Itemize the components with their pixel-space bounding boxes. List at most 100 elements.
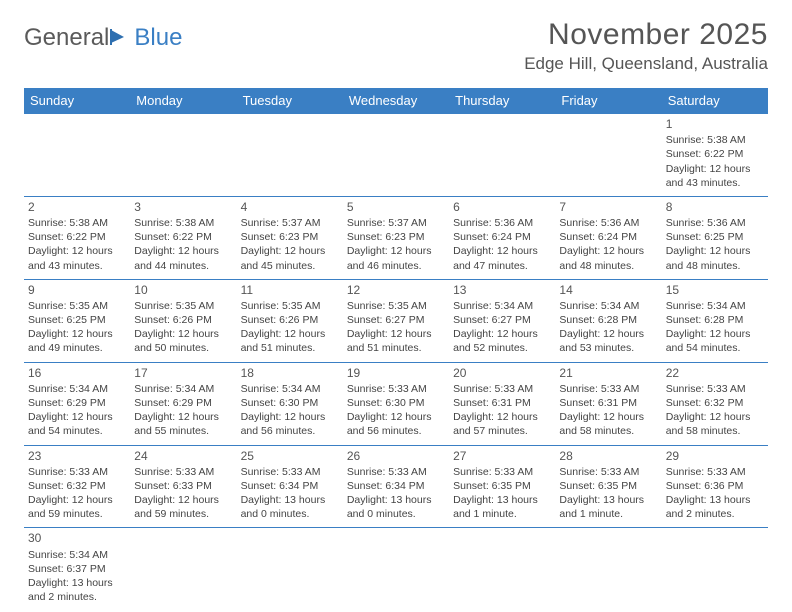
day-number: 1 <box>666 116 764 132</box>
location: Edge Hill, Queensland, Australia <box>524 54 768 74</box>
day-number: 28 <box>559 448 657 464</box>
day-header: Tuesday <box>237 88 343 114</box>
daylight-line: Daylight: 13 hours and 2 minutes. <box>28 576 126 604</box>
day-number: 27 <box>453 448 551 464</box>
daylight-line: Daylight: 12 hours and 56 minutes. <box>347 410 445 438</box>
calendar-day-empty <box>130 114 236 197</box>
daylight-line: Daylight: 13 hours and 1 minute. <box>559 493 657 521</box>
daylight-line: Daylight: 12 hours and 56 minutes. <box>241 410 339 438</box>
calendar-day: 20Sunrise: 5:33 AMSunset: 6:31 PMDayligh… <box>449 362 555 445</box>
sunset-line: Sunset: 6:26 PM <box>134 313 232 327</box>
calendar-week: 9Sunrise: 5:35 AMSunset: 6:25 PMDaylight… <box>24 279 768 362</box>
calendar-day-empty <box>24 114 130 197</box>
sunrise-line: Sunrise: 5:34 AM <box>134 382 232 396</box>
sunset-line: Sunset: 6:29 PM <box>28 396 126 410</box>
day-number: 26 <box>347 448 445 464</box>
sunset-line: Sunset: 6:22 PM <box>134 230 232 244</box>
sunset-line: Sunset: 6:22 PM <box>28 230 126 244</box>
calendar-day: 10Sunrise: 5:35 AMSunset: 6:26 PMDayligh… <box>130 279 236 362</box>
daylight-line: Daylight: 12 hours and 59 minutes. <box>134 493 232 521</box>
logo-text-1: General <box>24 24 109 52</box>
day-number: 2 <box>28 199 126 215</box>
sunrise-line: Sunrise: 5:33 AM <box>241 465 339 479</box>
sunrise-line: Sunrise: 5:33 AM <box>28 465 126 479</box>
sunset-line: Sunset: 6:34 PM <box>241 479 339 493</box>
daylight-line: Daylight: 13 hours and 0 minutes. <box>347 493 445 521</box>
sunrise-line: Sunrise: 5:33 AM <box>666 382 764 396</box>
day-number: 24 <box>134 448 232 464</box>
sunrise-line: Sunrise: 5:33 AM <box>453 465 551 479</box>
sunset-line: Sunset: 6:25 PM <box>666 230 764 244</box>
sunrise-line: Sunrise: 5:38 AM <box>28 216 126 230</box>
sunrise-line: Sunrise: 5:37 AM <box>347 216 445 230</box>
day-number: 16 <box>28 365 126 381</box>
sunrise-line: Sunrise: 5:33 AM <box>666 465 764 479</box>
day-number: 19 <box>347 365 445 381</box>
calendar-day-empty <box>343 528 449 610</box>
sunset-line: Sunset: 6:30 PM <box>347 396 445 410</box>
sunrise-line: Sunrise: 5:34 AM <box>666 299 764 313</box>
calendar-day: 3Sunrise: 5:38 AMSunset: 6:22 PMDaylight… <box>130 196 236 279</box>
calendar-day-empty <box>130 528 236 610</box>
sunrise-line: Sunrise: 5:33 AM <box>559 382 657 396</box>
month-title: November 2025 <box>524 18 768 52</box>
sunrise-line: Sunrise: 5:33 AM <box>453 382 551 396</box>
sunset-line: Sunset: 6:33 PM <box>134 479 232 493</box>
sunrise-line: Sunrise: 5:38 AM <box>666 133 764 147</box>
day-number: 22 <box>666 365 764 381</box>
calendar-day: 24Sunrise: 5:33 AMSunset: 6:33 PMDayligh… <box>130 445 236 528</box>
daylight-line: Daylight: 12 hours and 57 minutes. <box>453 410 551 438</box>
day-header: Saturday <box>662 88 768 114</box>
day-header: Sunday <box>24 88 130 114</box>
calendar-day: 12Sunrise: 5:35 AMSunset: 6:27 PMDayligh… <box>343 279 449 362</box>
day-number: 14 <box>559 282 657 298</box>
sunset-line: Sunset: 6:26 PM <box>241 313 339 327</box>
sunrise-line: Sunrise: 5:34 AM <box>559 299 657 313</box>
day-number: 21 <box>559 365 657 381</box>
daylight-line: Daylight: 12 hours and 51 minutes. <box>241 327 339 355</box>
day-number: 25 <box>241 448 339 464</box>
sunset-line: Sunset: 6:28 PM <box>559 313 657 327</box>
calendar-day-empty <box>555 528 661 610</box>
sunrise-line: Sunrise: 5:34 AM <box>28 548 126 562</box>
daylight-line: Daylight: 12 hours and 59 minutes. <box>28 493 126 521</box>
calendar-week: 2Sunrise: 5:38 AMSunset: 6:22 PMDaylight… <box>24 196 768 279</box>
day-number: 18 <box>241 365 339 381</box>
sunrise-line: Sunrise: 5:33 AM <box>559 465 657 479</box>
day-number: 7 <box>559 199 657 215</box>
sunset-line: Sunset: 6:37 PM <box>28 562 126 576</box>
day-header: Friday <box>555 88 661 114</box>
calendar-day-empty <box>449 528 555 610</box>
daylight-line: Daylight: 12 hours and 53 minutes. <box>559 327 657 355</box>
calendar-day: 8Sunrise: 5:36 AMSunset: 6:25 PMDaylight… <box>662 196 768 279</box>
daylight-line: Daylight: 12 hours and 58 minutes. <box>666 410 764 438</box>
sunrise-line: Sunrise: 5:36 AM <box>453 216 551 230</box>
calendar-day: 14Sunrise: 5:34 AMSunset: 6:28 PMDayligh… <box>555 279 661 362</box>
sunset-line: Sunset: 6:28 PM <box>666 313 764 327</box>
daylight-line: Daylight: 12 hours and 48 minutes. <box>559 244 657 272</box>
sunset-line: Sunset: 6:24 PM <box>559 230 657 244</box>
sunrise-line: Sunrise: 5:35 AM <box>347 299 445 313</box>
day-number: 8 <box>666 199 764 215</box>
calendar-week: 16Sunrise: 5:34 AMSunset: 6:29 PMDayligh… <box>24 362 768 445</box>
sunrise-line: Sunrise: 5:36 AM <box>666 216 764 230</box>
sunset-line: Sunset: 6:27 PM <box>453 313 551 327</box>
calendar-day: 27Sunrise: 5:33 AMSunset: 6:35 PMDayligh… <box>449 445 555 528</box>
daylight-line: Daylight: 12 hours and 58 minutes. <box>559 410 657 438</box>
daylight-line: Daylight: 12 hours and 55 minutes. <box>134 410 232 438</box>
sunset-line: Sunset: 6:23 PM <box>241 230 339 244</box>
sunrise-line: Sunrise: 5:34 AM <box>453 299 551 313</box>
calendar-body: 1Sunrise: 5:38 AMSunset: 6:22 PMDaylight… <box>24 114 768 611</box>
day-number: 12 <box>347 282 445 298</box>
sunset-line: Sunset: 6:32 PM <box>28 479 126 493</box>
daylight-line: Daylight: 12 hours and 54 minutes. <box>666 327 764 355</box>
sunset-line: Sunset: 6:24 PM <box>453 230 551 244</box>
daylight-line: Daylight: 12 hours and 54 minutes. <box>28 410 126 438</box>
calendar-day: 2Sunrise: 5:38 AMSunset: 6:22 PMDaylight… <box>24 196 130 279</box>
calendar-week: 30Sunrise: 5:34 AMSunset: 6:37 PMDayligh… <box>24 528 768 610</box>
daylight-line: Daylight: 12 hours and 51 minutes. <box>347 327 445 355</box>
sunset-line: Sunset: 6:34 PM <box>347 479 445 493</box>
calendar-day: 26Sunrise: 5:33 AMSunset: 6:34 PMDayligh… <box>343 445 449 528</box>
title-block: November 2025 Edge Hill, Queensland, Aus… <box>524 18 768 74</box>
calendar-day: 17Sunrise: 5:34 AMSunset: 6:29 PMDayligh… <box>130 362 236 445</box>
